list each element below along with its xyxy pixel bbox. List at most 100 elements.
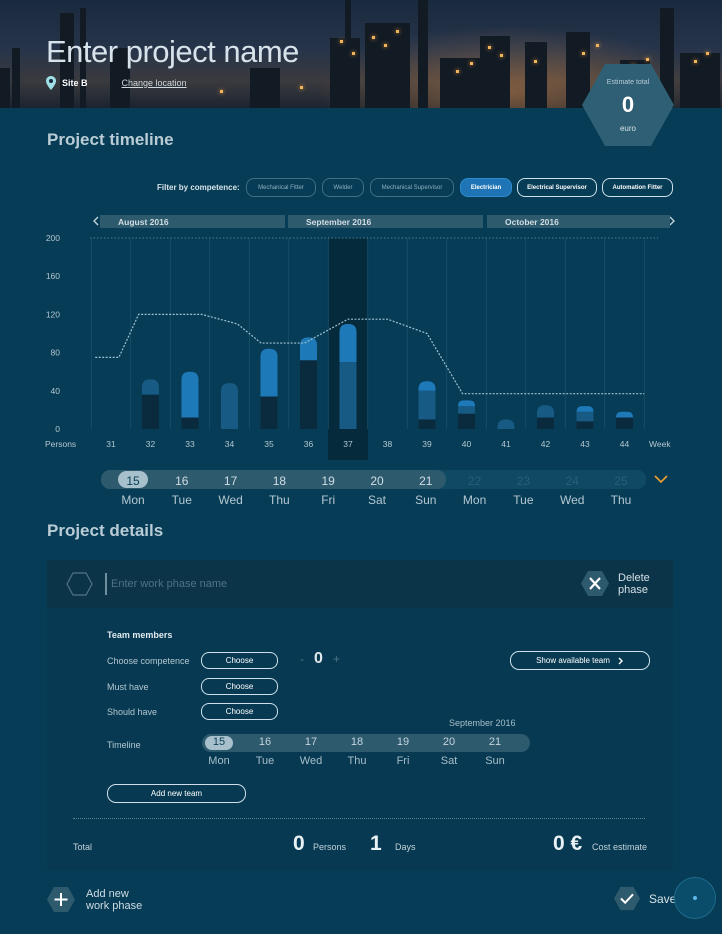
phase-today-pill (205, 736, 233, 750)
month-header-bar (100, 215, 285, 228)
today-pill (118, 471, 148, 488)
y-axis-label: Persons (45, 439, 76, 449)
bar-segment (181, 371, 199, 418)
skyline-light (646, 58, 649, 61)
skyline-building (680, 53, 720, 108)
floating-action-button[interactable] (674, 877, 716, 919)
skyline-building (0, 68, 10, 108)
filter-chip[interactable]: Electrician (460, 178, 512, 197)
x-tick-label: 42 (541, 439, 551, 449)
show-team-label: Show available team (536, 656, 610, 665)
bar-segment (418, 381, 436, 391)
day-name: Tue (171, 493, 192, 507)
skyline-light (470, 62, 473, 65)
day-name: Tue (513, 493, 534, 507)
phase-day-name: Sun (485, 755, 505, 767)
add-new-team-button[interactable]: Add new team (107, 784, 246, 803)
y-tick-label: 0 (55, 424, 60, 434)
phase-timeline-strip[interactable] (202, 734, 530, 752)
project-name-title[interactable]: Enter project name (46, 34, 299, 69)
skyline-light (596, 44, 599, 47)
skyline-building (250, 68, 280, 108)
team-size-stepper: - 0 + (300, 650, 340, 668)
skyline-light (706, 52, 709, 55)
phase-day-number[interactable]: 15 (212, 736, 226, 748)
day-number[interactable]: 22 (467, 474, 482, 488)
increment-button[interactable]: + (332, 652, 340, 666)
x-tick-label: 34 (225, 439, 235, 449)
skyline-light (582, 52, 585, 55)
filter-chip[interactable]: Mechanical Fitter (246, 178, 316, 197)
total-label: Total (73, 842, 93, 852)
x-tick-label: 38 (383, 439, 393, 449)
day-number[interactable]: 21 (419, 474, 433, 488)
phase-month-label: September 2016 (449, 718, 516, 728)
should-have-choose-button[interactable]: Choose (201, 703, 278, 720)
day-name: Mon (121, 493, 145, 507)
day-number[interactable]: 16 (175, 474, 189, 488)
hexagon-icon (66, 572, 93, 596)
day-number[interactable]: 17 (223, 474, 238, 488)
checkmark-icon (614, 886, 640, 911)
filter-chip[interactable]: Electrical Supervisor (517, 178, 597, 197)
day-number[interactable]: 18 (272, 474, 287, 488)
team-size-value: 0 (314, 650, 323, 667)
day-number[interactable]: 15 (126, 474, 140, 488)
bar-segment (616, 417, 633, 429)
phase-day-number[interactable]: 18 (350, 736, 364, 748)
delete-phase-button[interactable]: Delete phase (580, 570, 650, 597)
x-tick-label: 33 (185, 439, 195, 449)
skyline-building (345, 0, 351, 108)
day-number[interactable]: 23 (516, 474, 531, 488)
skyline-light (300, 86, 303, 89)
estimate-unit: euro (619, 124, 636, 133)
skyline-building (80, 8, 86, 108)
team-members-title: Team members (107, 630, 173, 640)
y-tick-label: 160 (46, 271, 60, 281)
day-number[interactable]: 24 (565, 474, 579, 488)
filter-chip[interactable]: Welder (322, 178, 364, 197)
bar-segment (537, 417, 554, 429)
filter-label: Filter by competence: (157, 183, 240, 192)
bar-segment (497, 419, 515, 429)
bar-segment (221, 383, 238, 429)
must-have-choose-button[interactable]: Choose (201, 678, 278, 695)
show-available-team-button[interactable]: Show available team (510, 651, 650, 670)
x-tick-label: 40 (462, 439, 472, 449)
save-button[interactable]: Save (613, 886, 676, 911)
phase-day-number[interactable]: 16 (258, 736, 272, 748)
y-tick-label: 80 (51, 348, 61, 358)
day-name: Thu (610, 493, 632, 507)
add-work-phase-button[interactable]: Add new work phase (46, 886, 142, 913)
estimate-label: Estimate total (606, 79, 650, 86)
skyline-light (488, 46, 491, 49)
change-location-link[interactable]: Change location (121, 78, 187, 88)
phase-day-number[interactable]: 21 (488, 736, 502, 748)
x-axis-label: Week (649, 439, 671, 449)
phase-day-number[interactable]: 20 (442, 736, 456, 748)
day-number[interactable]: 19 (321, 474, 335, 488)
phase-day-number[interactable]: 19 (396, 736, 410, 748)
add-work-phase-label: Add new work phase (86, 887, 143, 912)
y-tick-label: 200 (46, 233, 60, 243)
skyline-building (525, 42, 547, 108)
phase-name-input[interactable] (105, 573, 505, 595)
phase-day-name: Wed (299, 755, 323, 767)
bar-segment (260, 348, 278, 397)
skyline-building (110, 48, 130, 108)
x-tick-label: 44 (620, 439, 630, 449)
bar-segment (616, 411, 633, 418)
chevron-down-icon[interactable] (652, 472, 670, 486)
day-number[interactable]: 20 (370, 474, 384, 488)
bar-segment (418, 390, 436, 420)
skyline-building (12, 48, 20, 108)
filter-chip[interactable]: Mechanical Supervisor (370, 178, 454, 197)
decrement-button[interactable]: - (300, 652, 304, 666)
filter-chip[interactable]: Automation Fitter (602, 178, 673, 197)
skyline-building (418, 0, 428, 108)
choose-competence-button[interactable]: Choose (201, 652, 278, 669)
phase-day-number[interactable]: 17 (304, 736, 318, 748)
day-number[interactable]: 25 (614, 474, 628, 488)
phase-day-name: Mon (208, 755, 230, 767)
